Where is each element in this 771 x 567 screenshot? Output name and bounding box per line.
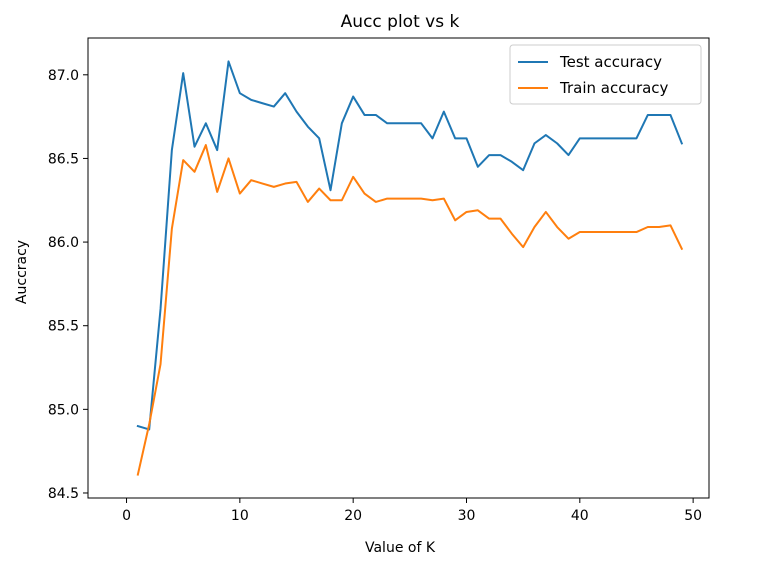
x-tick-label: 20 — [344, 508, 362, 524]
legend-label: Train accuracy — [559, 79, 669, 97]
y-axis: 84.5 85.0 85.5 86.0 86.5 87.0 — [48, 68, 88, 502]
legend-box — [509, 44, 702, 105]
x-axis-label: Value of K — [365, 540, 436, 556]
series-line-test-accuracy — [136, 60, 684, 431]
chart-title: Aucc plot vs k — [341, 12, 460, 32]
y-tick-label: 86.5 — [48, 151, 79, 167]
y-tick-label: 85.5 — [48, 319, 79, 335]
x-tick-label: 0 — [122, 508, 131, 524]
legend-label: Test accuracy — [559, 53, 662, 71]
x-tick-label: 40 — [571, 508, 589, 524]
legend: Test accuracy Train accuracy — [509, 44, 702, 105]
y-tick-label: 85.0 — [48, 402, 79, 418]
x-tick-label: 10 — [231, 508, 249, 524]
y-axis-label: Auccracy — [14, 240, 30, 304]
y-tick-label: 87.0 — [48, 68, 79, 84]
series-group — [136, 60, 684, 476]
x-tick-label: 30 — [458, 508, 476, 524]
y-tick-label: 86.0 — [48, 235, 79, 251]
series-line-train-accuracy — [136, 144, 684, 476]
plot-frame — [87, 37, 710, 499]
x-axis: 0 10 20 30 40 50 — [122, 498, 702, 524]
x-tick-label: 50 — [684, 508, 702, 524]
y-tick-label: 84.5 — [48, 486, 79, 502]
